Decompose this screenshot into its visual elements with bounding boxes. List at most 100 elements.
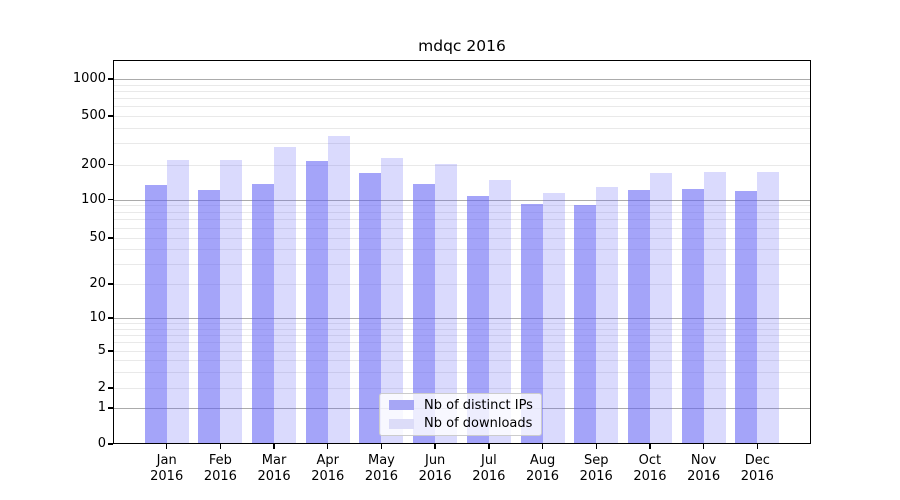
gridline-minor (113, 323, 811, 325)
bar-nb-of-downloads-dec-2016 (757, 171, 780, 444)
bar-nb-of-downloads-mar-2016 (274, 146, 297, 444)
x-axis-tick-mark (541, 444, 544, 449)
x-axis-tick-mark (380, 444, 383, 449)
x-axis-tick-mark (702, 444, 705, 449)
bar-nb-of-downloads-jul-2016 (488, 179, 511, 444)
y-axis-tick-label: 1000 (72, 71, 106, 86)
bar-nb-of-distinct-ips-aug-2016 (520, 204, 543, 444)
y-axis-tick-label: 1 (97, 400, 106, 415)
bar-nb-of-distinct-ips-apr-2016 (305, 160, 328, 444)
gridline-minor (113, 388, 811, 389)
gridline-minor (113, 238, 811, 239)
gridline-minor (113, 205, 811, 207)
x-axis-tick-label: Feb 2016 (203, 453, 237, 484)
y-axis-tick-label: 10 (89, 310, 106, 325)
legend-label-downloads: Nb of downloads (424, 416, 533, 432)
x-axis-tick-label: Jun 2016 (418, 453, 452, 484)
x-axis-tick-label: Sep 2016 (579, 453, 613, 484)
y-axis-tick-mark (108, 317, 113, 319)
x-axis-tick-mark (434, 444, 436, 449)
y-axis-tick-mark (108, 387, 113, 389)
gridline-minor (113, 164, 811, 166)
gridline-major (113, 79, 811, 80)
bar-nb-of-downloads-jan-2016 (166, 159, 189, 444)
bar-nb-of-distinct-ips-mar-2016 (252, 183, 275, 444)
y-axis-tick-label: 50 (89, 230, 106, 245)
legend-swatch-downloads-icon (389, 418, 414, 429)
bar-nb-of-downloads-aug-2016 (542, 193, 565, 444)
gridline-minor (113, 219, 811, 221)
y-axis-tick-mark (108, 198, 113, 201)
x-axis-tick-label: Oct 2016 (633, 453, 667, 484)
x-axis-tick-mark (649, 444, 651, 449)
bar-nb-of-distinct-ips-may-2016 (359, 172, 382, 444)
gridline-minor (113, 116, 811, 117)
x-axis-tick-mark (595, 444, 597, 449)
x-axis-tick-mark (488, 444, 490, 449)
gridline-minor (113, 90, 811, 92)
x-axis-tick-label: Jul 2016 (472, 453, 506, 484)
x-axis-tick-mark (165, 444, 168, 449)
bar-nb-of-distinct-ips-sep-2016 (574, 204, 597, 444)
x-axis-tick-mark (273, 444, 275, 449)
gridline-major (113, 318, 811, 319)
legend: Nb of distinct IPs Nb of downloads (379, 393, 542, 436)
bar-nb-of-downloads-jun-2016 (435, 164, 458, 444)
x-axis-tick-label: May 2016 (364, 453, 398, 484)
y-axis-tick-label: 100 (81, 191, 106, 207)
bar-nb-of-downloads-may-2016 (381, 158, 404, 444)
gridline-minor (113, 263, 811, 265)
gridline-minor (113, 342, 811, 344)
gridline-minor (113, 227, 811, 229)
gridline-minor (113, 284, 811, 285)
y-axis-tick-label: 2 (97, 380, 106, 395)
x-axis-tick-label: Dec 2016 (740, 453, 774, 484)
bar-nb-of-downloads-apr-2016 (327, 136, 350, 444)
x-axis-tick-label: Mar 2016 (257, 453, 291, 484)
x-axis-tick-label: Apr 2016 (311, 453, 345, 484)
gridline-minor (113, 249, 811, 251)
y-axis-tick-mark (108, 407, 113, 409)
gridline-minor (113, 211, 811, 213)
gridline-minor (113, 98, 811, 100)
y-axis-tick-mark (108, 78, 113, 80)
y-axis-tick-mark (108, 115, 113, 117)
x-axis-tick-label: Jan 2016 (150, 453, 184, 484)
bar-nb-of-downloads-sep-2016 (596, 187, 619, 444)
y-axis-tick-label: 500 (81, 108, 106, 123)
gridline-minor (113, 328, 811, 330)
gridline-major (113, 199, 811, 201)
x-axis-tick-mark (327, 444, 329, 449)
bar-nb-of-downloads-feb-2016 (220, 159, 243, 444)
x-axis-tick-label: Nov 2016 (687, 453, 721, 484)
bar-nb-of-distinct-ips-nov-2016 (681, 188, 704, 444)
y-axis-tick-mark (108, 350, 113, 352)
bar-nb-of-distinct-ips-jan-2016 (144, 185, 167, 444)
y-axis-tick-mark (108, 237, 113, 239)
y-axis-tick-mark (108, 163, 113, 166)
bar-nb-of-distinct-ips-jul-2016 (466, 196, 489, 444)
gridline-minor (113, 127, 811, 129)
y-axis-tick-label: 20 (89, 276, 106, 291)
gridline-minor (113, 351, 811, 352)
gridline-minor (113, 143, 811, 145)
gridline-minor (113, 360, 811, 361)
y-axis-tick-label: 200 (81, 156, 106, 172)
bar-nb-of-distinct-ips-feb-2016 (198, 189, 221, 444)
y-axis-tick-mark (108, 443, 113, 445)
y-axis-tick-mark (108, 283, 113, 285)
x-axis-tick-label: Aug 2016 (525, 453, 560, 484)
legend-row-downloads: Nb of downloads (388, 416, 533, 431)
gridline-minor (113, 371, 811, 373)
legend-label-distinct-ips: Nb of distinct IPs (424, 397, 533, 413)
bar-nb-of-distinct-ips-jun-2016 (413, 183, 436, 444)
bar-nb-of-downloads-oct-2016 (649, 172, 672, 444)
bar-nb-of-distinct-ips-oct-2016 (627, 190, 650, 444)
gridline-minor (113, 84, 811, 86)
bar-nb-of-downloads-nov-2016 (703, 171, 726, 444)
legend-swatch-distinct-ips-icon (389, 400, 414, 411)
bar-nb-of-distinct-ips-dec-2016 (735, 191, 758, 444)
gridline-minor (113, 334, 811, 336)
chart-title: mdqc 2016 (418, 37, 506, 55)
